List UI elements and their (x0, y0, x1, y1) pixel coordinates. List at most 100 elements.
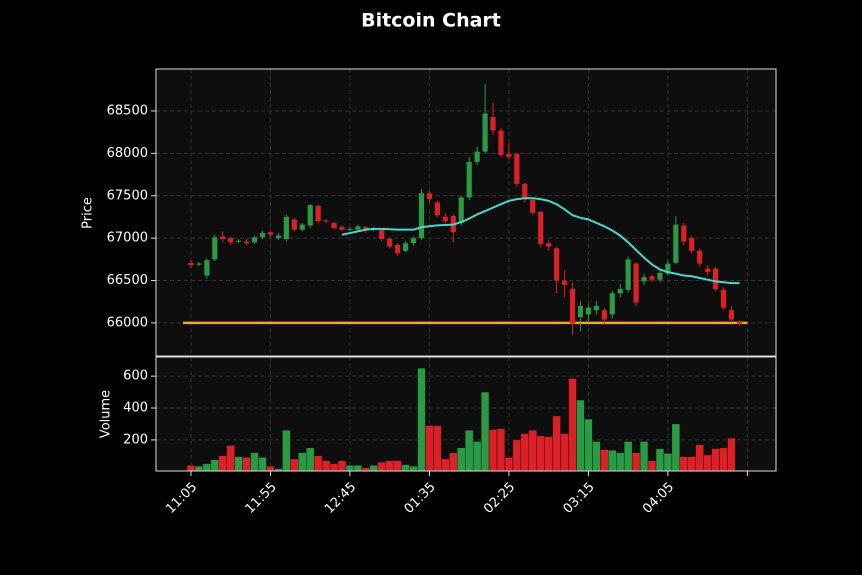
volume-bar (632, 452, 641, 472)
volume-bar (679, 456, 688, 472)
volume-bar (258, 457, 267, 472)
volume-bar (393, 460, 402, 472)
volume-bar (520, 433, 529, 472)
y-tick-label: 200 (123, 432, 148, 447)
candle-body (569, 289, 576, 324)
volume-bar (457, 447, 466, 472)
volume-bar (592, 441, 601, 472)
volume-bar (369, 465, 378, 472)
volume-bar (647, 460, 657, 472)
candle-body (212, 237, 218, 260)
candle-body (625, 259, 631, 290)
volume-bar (624, 441, 633, 472)
price-frame (155, 68, 777, 357)
volume-bar (337, 460, 347, 472)
volume-bar (401, 464, 410, 472)
candle-body (220, 236, 226, 239)
candle-body (418, 193, 425, 239)
y-tick-label: 68000 (107, 146, 148, 161)
candle-body (387, 238, 393, 247)
candle-body (506, 154, 512, 157)
candle-body (649, 276, 655, 280)
volume-bar (616, 452, 625, 472)
price-panel (156, 69, 776, 356)
candle-body (609, 293, 615, 315)
candle-body (577, 305, 584, 317)
candle-body (228, 238, 234, 243)
candle-body (267, 232, 274, 235)
candle-body (339, 227, 345, 230)
candle-body (720, 289, 727, 308)
candle-body (538, 211, 544, 245)
volume-bar (449, 452, 458, 472)
candle-body (705, 268, 711, 273)
candle-body (689, 238, 695, 251)
candle-body (402, 243, 409, 251)
candle-body (474, 151, 480, 162)
volume-bar (473, 441, 482, 472)
volume-bar (727, 438, 736, 472)
candle-body (657, 272, 663, 280)
volume-bar (719, 447, 728, 472)
volume-bar (282, 430, 291, 472)
candle-body (514, 154, 520, 184)
candle-body (379, 229, 385, 239)
volume-bar (186, 465, 196, 472)
candle-body (490, 116, 496, 131)
candle-body (482, 113, 488, 152)
volume-bar (218, 455, 227, 472)
volume-bar (655, 448, 664, 472)
volume-bar (687, 456, 696, 472)
volume-bar (266, 466, 275, 472)
candle-body (530, 199, 536, 213)
candle-body (498, 130, 504, 156)
y-tick-label: 66500 (107, 273, 148, 288)
candle-body (307, 205, 313, 226)
volume-bar (584, 419, 593, 472)
y-axis-label: Price (81, 197, 96, 229)
y-tick-label: 66000 (107, 315, 148, 330)
volume-bar (488, 429, 498, 472)
candle-body (633, 263, 639, 303)
volume-bar (560, 433, 569, 472)
candle-body (641, 277, 647, 282)
volume-bar (465, 430, 474, 472)
volume-bar (711, 448, 720, 472)
moving-average-line (341, 197, 740, 285)
candle-body (697, 250, 703, 264)
volume-bar (568, 378, 577, 472)
y-tick-label: 68500 (107, 103, 148, 118)
candle-body (554, 248, 560, 281)
y-tick-label: 400 (123, 401, 148, 416)
candle-body (681, 225, 687, 242)
volume-bar (600, 449, 609, 472)
candle-body (196, 263, 202, 265)
volume-bar (306, 447, 315, 472)
volume-bar (234, 456, 243, 472)
candle-body (410, 238, 417, 244)
volume-bar (433, 425, 442, 472)
candle-body (585, 307, 592, 315)
candle-body (736, 322, 743, 324)
volume-bar (441, 458, 450, 472)
candle-body (244, 241, 250, 244)
candle-body (546, 243, 552, 247)
candle-body (593, 305, 599, 311)
candle-body (617, 289, 623, 294)
volume-bar (409, 466, 418, 472)
candle-body (275, 235, 282, 239)
candle-body (466, 161, 472, 198)
volume-bar (202, 463, 211, 472)
candle-body (561, 280, 568, 285)
volume-bar (322, 460, 331, 472)
volume-bar (640, 441, 649, 472)
candle-body (236, 240, 242, 242)
volume-bar (496, 428, 506, 472)
candle-body (323, 220, 329, 222)
candle-body (204, 260, 210, 276)
candle-body (331, 222, 337, 228)
candle-body (712, 268, 719, 290)
volume-bar (695, 444, 704, 472)
volume-bar (671, 423, 680, 472)
y-tick-label: 67500 (107, 188, 148, 203)
